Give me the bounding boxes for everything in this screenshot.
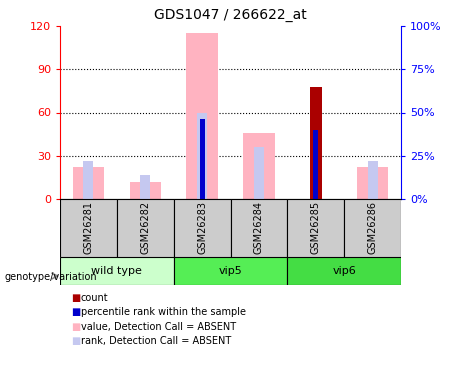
Text: value, Detection Call = ABSENT: value, Detection Call = ABSENT xyxy=(81,322,236,332)
Text: wild type: wild type xyxy=(91,266,142,276)
Text: ■: ■ xyxy=(71,336,81,346)
Text: GSM26281: GSM26281 xyxy=(83,201,94,254)
Text: GSM26286: GSM26286 xyxy=(367,201,378,254)
Bar xyxy=(197,112,207,199)
Text: percentile rank within the sample: percentile rank within the sample xyxy=(81,308,246,317)
Text: GSM26284: GSM26284 xyxy=(254,201,264,254)
Bar xyxy=(344,199,401,257)
Bar xyxy=(367,161,378,199)
Bar xyxy=(83,161,94,199)
Bar xyxy=(73,167,104,199)
Bar xyxy=(60,257,174,285)
Bar xyxy=(230,199,287,257)
Bar xyxy=(309,87,322,199)
Text: vip6: vip6 xyxy=(332,266,356,276)
Bar xyxy=(117,199,174,257)
Text: ■: ■ xyxy=(71,293,81,303)
Bar xyxy=(60,199,117,257)
Bar xyxy=(186,33,218,199)
Text: GSM26282: GSM26282 xyxy=(140,201,150,254)
Text: ■: ■ xyxy=(71,308,81,317)
Bar xyxy=(311,124,321,199)
Bar xyxy=(254,147,264,199)
Bar xyxy=(357,167,388,199)
Text: ■: ■ xyxy=(71,322,81,332)
Bar xyxy=(243,133,275,199)
Bar xyxy=(130,182,161,199)
Bar xyxy=(313,130,319,199)
Bar xyxy=(200,119,205,199)
Text: rank, Detection Call = ABSENT: rank, Detection Call = ABSENT xyxy=(81,336,231,346)
Bar xyxy=(287,199,344,257)
Bar xyxy=(287,257,401,285)
Text: GSM26283: GSM26283 xyxy=(197,201,207,254)
Text: count: count xyxy=(81,293,108,303)
Text: genotype/variation: genotype/variation xyxy=(5,272,97,282)
Bar xyxy=(174,199,230,257)
Bar xyxy=(174,257,287,285)
Title: GDS1047 / 266622_at: GDS1047 / 266622_at xyxy=(154,9,307,22)
Text: vip5: vip5 xyxy=(219,266,242,276)
Bar xyxy=(140,175,150,199)
Text: GSM26285: GSM26285 xyxy=(311,201,321,254)
